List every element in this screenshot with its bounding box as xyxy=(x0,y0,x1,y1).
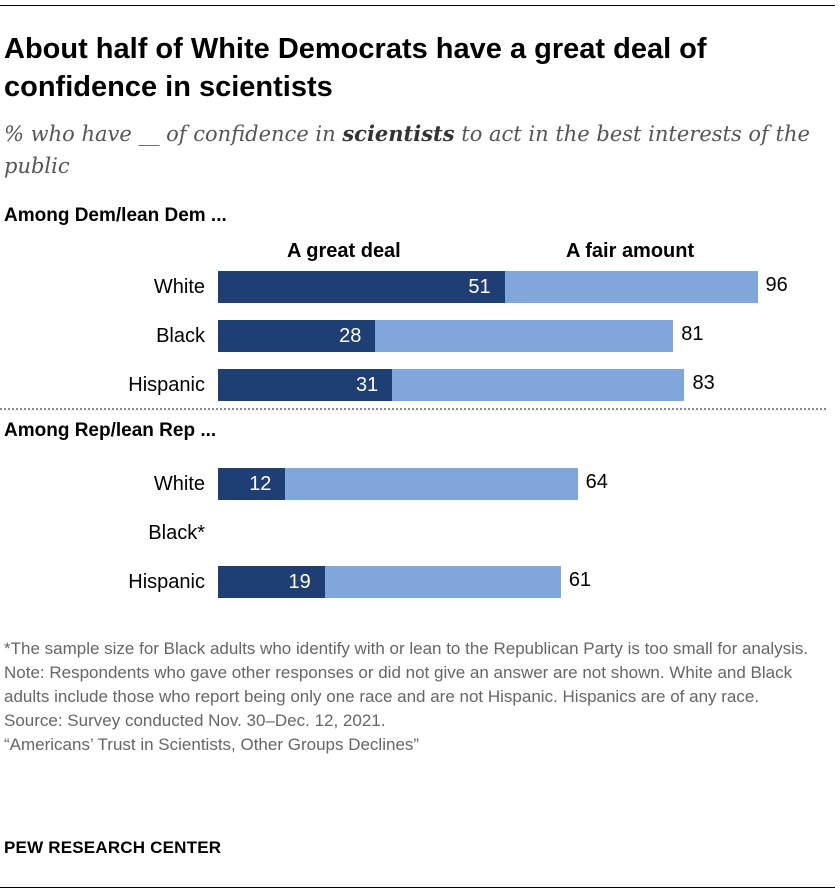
category-label: Hispanic xyxy=(128,374,205,396)
bar-fair-amount-0-1 xyxy=(375,320,674,352)
bar-fair-amount-1-0 xyxy=(285,468,578,500)
category-label: White xyxy=(153,473,205,495)
chart-subtitle: % who have __ of confidence in scientist… xyxy=(4,118,824,182)
bar-fair-amount-0-0 xyxy=(504,271,758,303)
subtitle-part-3: to act in the best interests of the publ… xyxy=(4,122,810,178)
bottom-rule xyxy=(0,887,835,888)
bar-fair-amount-1-2 xyxy=(324,566,561,598)
chart-notes: *The sample size for Black adults who id… xyxy=(4,637,830,757)
great-deal-value-label: 51 xyxy=(468,276,491,298)
group-label-dem: Among Dem/lean Dem ... xyxy=(4,205,227,226)
category-label: Black xyxy=(156,325,205,347)
bar-great-deal-0-2 xyxy=(218,369,393,401)
group-divider xyxy=(0,408,826,410)
subtitle-part-1: % who have __ of confidence in xyxy=(4,122,343,146)
great-deal-value-label: 28 xyxy=(339,325,362,347)
bar-great-deal-1-0 xyxy=(218,468,286,500)
top-rule xyxy=(0,5,835,6)
legend-great-deal: A great deal xyxy=(287,240,401,262)
total-value-label: 96 xyxy=(765,274,788,296)
bar-fair-amount-0-2 xyxy=(392,369,685,401)
total-value-label: 83 xyxy=(692,372,715,394)
note-report-title: “Americans’ Trust in Scientists, Other G… xyxy=(4,735,420,754)
great-deal-value-label: 31 xyxy=(355,374,379,396)
total-value-label: 61 xyxy=(568,569,592,591)
total-value-label: 64 xyxy=(585,471,608,493)
great-deal-value-label: 19 xyxy=(288,571,311,593)
chart-title: About half of White Democrats have a gre… xyxy=(4,33,707,103)
subtitle-emphasis: scientists xyxy=(342,121,455,146)
bar-great-deal-0-1 xyxy=(218,320,376,352)
category-label: Black* xyxy=(148,522,205,544)
note-respondents: Note: Respondents who gave other respons… xyxy=(4,663,793,706)
total-value-label: 81 xyxy=(681,323,704,345)
bar-great-deal-0-0 xyxy=(218,271,505,303)
group-label-rep: Among Rep/lean Rep ... xyxy=(4,420,217,441)
brand-name: PEW RESEARCH CENTER xyxy=(4,838,222,857)
bar-great-deal-1-2 xyxy=(218,566,325,598)
category-label: Hispanic xyxy=(128,571,205,593)
note-source: Source: Survey conducted Nov. 30–Dec. 12… xyxy=(4,711,386,730)
category-label: White xyxy=(153,276,205,298)
legend-fair-amount: A fair amount xyxy=(566,240,695,262)
note-footnote: *The sample size for Black adults who id… xyxy=(4,639,809,658)
great-deal-value-label: 12 xyxy=(249,473,272,495)
